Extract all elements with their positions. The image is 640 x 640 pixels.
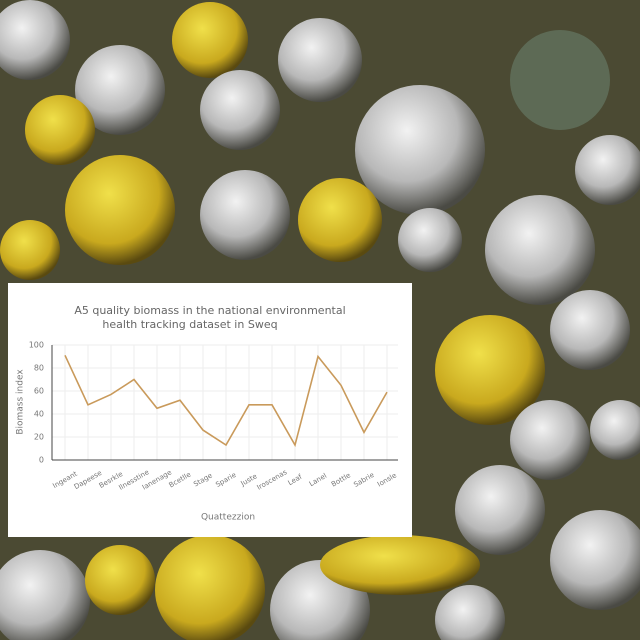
y-tick-label: 40 (34, 410, 44, 419)
chart-card (8, 283, 412, 537)
y-tick-label: 20 (34, 433, 44, 442)
x-axis-label: Quattezzion (201, 513, 255, 523)
y-tick-label: 80 (34, 364, 44, 373)
chart-title: A5 quality biomass in the national envir… (74, 304, 345, 317)
line-series (64, 354, 388, 448)
y-tick-label: 0 (39, 456, 44, 465)
plot: 020406080100IngeantDapeeseBesrkleIlnesst… (29, 341, 398, 492)
y-axis-label: Biomass index (16, 369, 26, 435)
y-tick-label: 60 (34, 387, 44, 396)
y-tick-label: 100 (29, 341, 44, 350)
chart-title: health tracking dataset in Sweq (102, 318, 277, 331)
